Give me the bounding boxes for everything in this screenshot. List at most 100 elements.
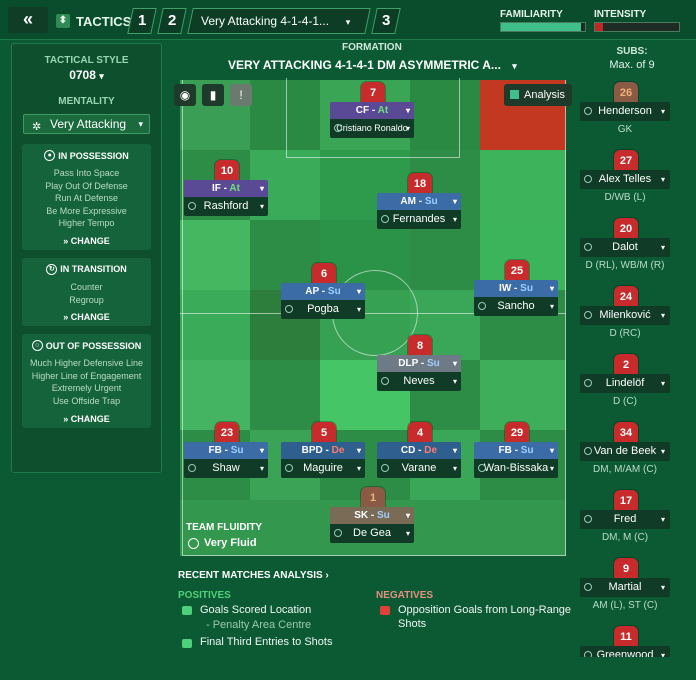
player-card[interactable]: 8 DLP - Su ▾ Neves ▾ <box>377 335 461 391</box>
person-icon <box>584 243 592 251</box>
tactic-slot-1[interactable]: 1 <box>127 8 157 34</box>
role-selector[interactable]: AP - Su ▾ <box>281 283 365 300</box>
player-info-button[interactable]: ◉ <box>174 84 196 106</box>
role-selector[interactable]: FB - Su ▾ <box>474 442 558 459</box>
mentality-select[interactable]: ✲ Very Attacking ▾ <box>23 114 150 134</box>
sub-position: GK <box>617 124 633 135</box>
in-transition-change-button[interactable]: » CHANGE <box>63 312 110 323</box>
sub-player[interactable]: 9 Martial ▾ AM (L), ST (C) <box>580 558 690 620</box>
intensity-bar[interactable] <box>594 22 680 32</box>
positives-label: POSITIVES <box>178 590 231 601</box>
player-card[interactable]: 25 IW - Su ▾ Sancho ▾ <box>474 260 558 316</box>
out-of-possession-change-button[interactable]: » CHANGE <box>63 413 110 424</box>
analysis-button[interactable]: Analysis <box>504 84 572 106</box>
sub-name[interactable]: Dalot ▾ <box>580 238 670 257</box>
top-bar: « ⬍ TACTICS 1 2 Very Attacking 4-1-4-1...… <box>0 0 696 40</box>
role-selector[interactable]: DLP - Su ▾ <box>377 355 461 372</box>
player-card[interactable]: 6 AP - Su ▾ Pogba ▾ <box>281 263 365 319</box>
sub-player[interactable]: 27 Alex Telles ▾ D/WB (L) <box>580 150 690 212</box>
player-name[interactable]: Varane ▾ <box>377 459 461 478</box>
shirt-icon: 29 <box>505 422 529 444</box>
sub-position: D (RL), WB/M (R) <box>585 260 665 271</box>
shirt-icon: 34 <box>614 422 638 444</box>
sub-player[interactable]: 2 Lindelöf ▾ D (C) <box>580 354 690 416</box>
sub-name[interactable]: Milenković ▾ <box>580 306 670 325</box>
role-selector[interactable]: IW - Su ▾ <box>474 280 558 297</box>
sub-name[interactable]: Alex Telles ▾ <box>580 170 670 189</box>
exclamation-icon: ! <box>239 88 243 102</box>
player-card[interactable]: 7 CF - At ▾ Cristiano Ronaldo ▾ <box>330 82 414 138</box>
stats-view-button[interactable]: ▮ <box>202 84 224 106</box>
positive-item-1[interactable]: Goals Scored Location <box>200 604 312 616</box>
tactical-style-value[interactable]: 0708 ▾ <box>69 68 104 82</box>
person-icon <box>381 215 389 223</box>
player-card[interactable]: 23 FB - Su ▾ Shaw ▾ <box>184 422 268 478</box>
player-name[interactable]: Rashford ▾ <box>184 197 268 216</box>
sub-player[interactable]: 20 Dalot ▾ D (RL), WB/M (R) <box>580 218 690 280</box>
sub-name[interactable]: Martial ▾ <box>580 578 670 597</box>
person-icon <box>584 379 592 387</box>
negative-item-1[interactable]: Opposition Goals from Long-Range Shots <box>398 604 572 630</box>
formation-label: FORMATION <box>342 42 402 53</box>
shirt-icon: 9 <box>614 558 638 580</box>
player-name[interactable]: Cristiano Ronaldo ▾ <box>330 119 414 138</box>
sub-player[interactable]: 26 Henderson ▾ GK <box>580 82 690 144</box>
role-selector[interactable]: IF - At ▾ <box>184 180 268 197</box>
tactic-selector[interactable]: Very Attacking 4-1-4-1... ▾ <box>187 8 371 34</box>
player-name[interactable]: Wan-Bissaka ▾ <box>474 459 558 478</box>
bar-chart-icon: ▮ <box>209 88 217 102</box>
player-name[interactable]: Shaw ▾ <box>184 459 268 478</box>
player-card[interactable]: 5 BPD - De ▾ Maguire ▾ <box>281 422 365 478</box>
player-name[interactable]: Sancho ▾ <box>474 297 558 316</box>
player-card[interactable]: 29 FB - Su ▾ Wan-Bissaka ▾ <box>474 422 558 478</box>
player-name[interactable]: Neves ▾ <box>377 372 461 391</box>
player-name[interactable]: Fernandes ▾ <box>377 210 461 229</box>
person-icon <box>584 107 592 115</box>
mentality-icon: ✲ <box>32 121 42 133</box>
role-selector[interactable]: CF - At ▾ <box>330 102 414 119</box>
role-selector[interactable]: CD - De ▾ <box>377 442 461 459</box>
sub-player[interactable]: 34 Van de Beek ▾ DM, M/AM (C) <box>580 422 690 484</box>
instructions-button[interactable]: ! <box>230 84 252 106</box>
person-icon <box>478 302 486 310</box>
player-name[interactable]: Pogba ▾ <box>281 300 365 319</box>
sub-name[interactable]: Fred ▾ <box>580 510 670 529</box>
sub-name[interactable]: Greenwood ▾ <box>580 646 670 657</box>
shirt-icon: 7 <box>361 82 385 104</box>
recent-matches-analysis-link[interactable]: RECENT MATCHES ANALYSIS › <box>178 570 329 581</box>
sub-name[interactable]: Henderson ▾ <box>580 102 670 121</box>
person-icon <box>584 651 592 657</box>
role-selector[interactable]: FB - Su ▾ <box>184 442 268 459</box>
sub-player[interactable]: 11 Greenwood ▾ <box>580 626 690 657</box>
sub-name[interactable]: Lindelöf ▾ <box>580 374 670 393</box>
tactics-menu-button[interactable]: ⬍ TACTICS <box>56 10 131 32</box>
player-card[interactable]: 10 IF - At ▾ Rashford ▾ <box>184 160 268 216</box>
player-card[interactable]: 4 CD - De ▾ Varane ▾ <box>377 422 461 478</box>
sub-player[interactable]: 17 Fred ▾ DM, M (C) <box>580 490 690 552</box>
role-selector[interactable]: AM - Su ▾ <box>377 193 461 210</box>
positive-item-1-detail: - Penalty Area Centre <box>206 619 312 631</box>
role-selector[interactable]: SK - Su ▾ <box>330 507 414 524</box>
shirt-icon: 4 <box>408 422 432 444</box>
subs-label: SUBS: <box>616 46 648 57</box>
player-name[interactable]: Maguire ▾ <box>281 459 365 478</box>
tactic-slot-3[interactable]: 3 <box>371 8 401 34</box>
familiarity-bar[interactable] <box>500 22 586 32</box>
formation-select[interactable]: VERY ATTACKING 4-1-4-1 DM ASYMMETRIC A..… <box>228 58 517 72</box>
sub-position: DM, M (C) <box>601 532 649 543</box>
player-name[interactable]: De Gea ▾ <box>330 524 414 543</box>
shirt-icon: 18 <box>408 173 432 195</box>
back-button[interactable]: « <box>8 7 48 33</box>
in-possession-change-button[interactable]: » CHANGE <box>63 235 110 246</box>
person-icon <box>381 464 389 472</box>
familiarity-label: FAMILIARITY <box>500 9 563 20</box>
positive-item-2[interactable]: Final Third Entries to Shots <box>200 636 333 648</box>
sub-name[interactable]: Van de Beek ▾ <box>580 442 670 461</box>
player-card[interactable]: 18 AM - Su ▾ Fernandes ▾ <box>377 173 461 229</box>
player-card[interactable]: 1 SK - Su ▾ De Gea ▾ <box>330 487 414 543</box>
thumbs-down-icon <box>380 606 390 615</box>
tactic-slot-2[interactable]: 2 <box>157 8 187 34</box>
person-icon <box>334 529 342 537</box>
sub-player[interactable]: 24 Milenković ▾ D (RC) <box>580 286 690 348</box>
role-selector[interactable]: BPD - De ▾ <box>281 442 365 459</box>
